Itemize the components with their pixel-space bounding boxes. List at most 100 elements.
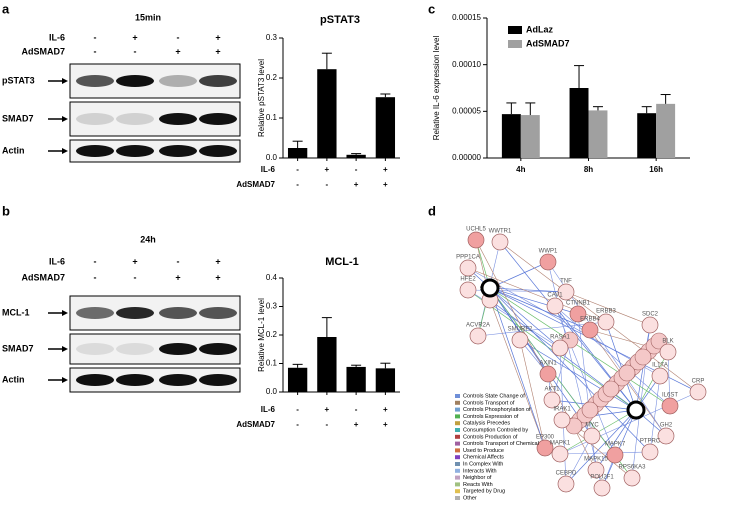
bar xyxy=(375,368,396,392)
node-label: CEBPD xyxy=(556,471,577,477)
node xyxy=(557,283,575,301)
y-tick-label: 0.1 xyxy=(266,113,278,122)
error-bar xyxy=(351,153,362,155)
node-label: UCHL5 xyxy=(466,227,486,233)
chart-title: pSTAT3 xyxy=(320,14,360,26)
node-label: ACVR2A xyxy=(466,323,490,329)
x-tick-label: 16h xyxy=(649,165,663,174)
legend-label: Chemical Affects xyxy=(463,455,504,461)
legend-swatch xyxy=(455,441,460,446)
legend-swatch xyxy=(455,475,460,480)
edge xyxy=(554,305,616,456)
panel-label: a xyxy=(2,1,10,16)
condition-sign: + xyxy=(354,180,359,189)
node-label: IL6ST xyxy=(662,393,678,399)
node-label: AXIN1 xyxy=(539,361,557,367)
bar xyxy=(317,69,337,158)
band xyxy=(76,75,114,87)
band xyxy=(116,374,154,386)
panel-label: d xyxy=(428,203,436,218)
legend-label: Neighbor of xyxy=(463,475,492,481)
node xyxy=(511,331,529,349)
bar xyxy=(588,110,608,158)
node xyxy=(618,364,636,382)
node xyxy=(539,253,557,271)
y-tick-label: 0.00000 xyxy=(452,153,481,162)
node-label: RASA1 xyxy=(550,335,570,341)
condition-sign: + xyxy=(383,420,388,429)
node xyxy=(641,316,659,334)
condition-sign: - xyxy=(355,165,358,174)
arrow-head xyxy=(62,78,68,84)
band xyxy=(116,75,154,87)
legend-label: Interacts With xyxy=(463,468,497,474)
node xyxy=(634,348,652,366)
error-bar xyxy=(380,93,391,98)
node xyxy=(641,443,659,461)
arrow-head xyxy=(62,346,68,352)
node-label: MAPK7 xyxy=(605,442,626,448)
y-tick-label: 0.00015 xyxy=(452,13,481,22)
arrow-head xyxy=(62,310,68,316)
legend-swatch xyxy=(455,428,460,432)
legend-label: Controls State Change of xyxy=(463,393,525,399)
bar xyxy=(317,336,337,392)
y-tick-label: 0.3 xyxy=(266,302,278,311)
band xyxy=(159,75,197,87)
legend-label: Consumption Controled by xyxy=(463,427,528,433)
band xyxy=(116,343,154,355)
band xyxy=(116,145,154,157)
band xyxy=(199,307,237,319)
legend-swatch xyxy=(455,421,460,426)
legend-swatch xyxy=(455,414,460,419)
edge xyxy=(565,291,651,326)
y-tick-label: 0.3 xyxy=(266,33,278,42)
node-label: IL17A xyxy=(652,363,668,369)
y-tick-label: 0.0 xyxy=(266,387,278,396)
band xyxy=(76,374,114,386)
band xyxy=(159,343,197,355)
node xyxy=(557,475,575,493)
bar xyxy=(287,367,308,392)
node xyxy=(689,383,707,401)
condition-label: AdSMAD7 xyxy=(236,180,275,189)
band xyxy=(116,307,154,319)
legend-label: Targeted by Drug xyxy=(463,489,505,495)
error-bar xyxy=(321,52,332,70)
bar xyxy=(637,113,657,158)
legend-swatch xyxy=(455,482,460,487)
edge xyxy=(489,287,546,449)
band xyxy=(76,113,114,125)
node xyxy=(623,469,641,487)
node xyxy=(469,327,487,345)
node xyxy=(657,427,675,445)
legend-swatch xyxy=(455,489,460,494)
legend-swatch xyxy=(455,496,460,500)
node-label: RPS6KA3 xyxy=(618,465,646,471)
node xyxy=(546,297,564,315)
hub-node xyxy=(626,400,646,420)
error-bar xyxy=(592,106,603,111)
bar xyxy=(520,115,540,158)
node xyxy=(597,313,615,331)
band-label: MCL-1 xyxy=(2,307,30,317)
condition-sign: - xyxy=(296,420,299,429)
legend-label: AdLaz xyxy=(526,24,554,34)
legend-swatch xyxy=(455,407,460,412)
band xyxy=(159,145,197,157)
edge xyxy=(489,287,633,479)
edge xyxy=(489,287,567,293)
condition-sign: - xyxy=(177,256,180,266)
edges xyxy=(467,239,699,489)
condition-sign: - xyxy=(94,32,97,42)
node-label: SMURF2 xyxy=(508,327,533,333)
condition-sign: + xyxy=(175,46,180,56)
node-label: ERBB4 xyxy=(580,317,600,323)
node-label: EP300 xyxy=(536,435,555,441)
edge xyxy=(489,261,549,289)
error-bar xyxy=(351,364,362,367)
condition-label: IL-6 xyxy=(49,32,65,42)
node-label: MYC xyxy=(585,423,599,429)
condition-sign: - xyxy=(296,165,299,174)
node-label: MAPK1 xyxy=(550,441,571,447)
